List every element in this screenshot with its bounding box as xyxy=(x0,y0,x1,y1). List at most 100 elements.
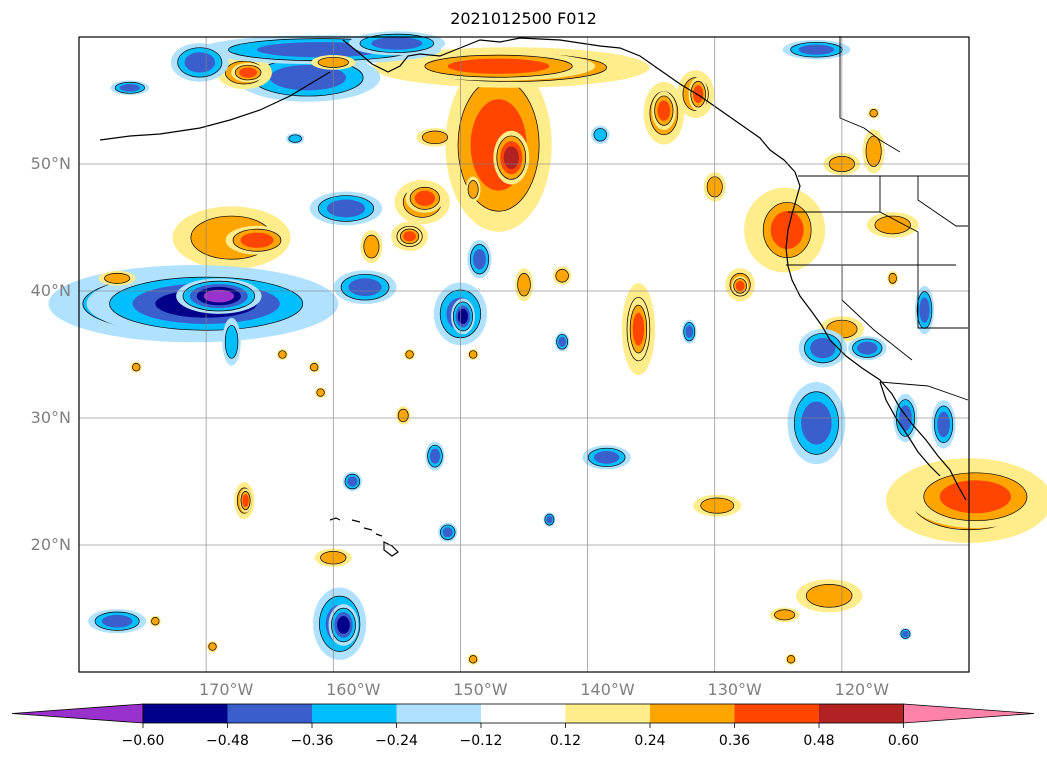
contour-fill xyxy=(902,630,909,638)
contour-fill xyxy=(869,109,878,118)
anomaly-blob xyxy=(693,494,742,517)
anomaly-blob xyxy=(493,130,530,185)
contour-fill xyxy=(774,609,796,621)
anomaly-blob xyxy=(847,336,887,361)
lon-label: 170°W xyxy=(198,680,254,699)
contour-fill xyxy=(405,350,414,359)
anomaly-blob xyxy=(931,400,956,449)
colorbar-segment xyxy=(396,704,482,723)
contour-fill xyxy=(203,289,235,303)
contour-fill xyxy=(316,388,325,397)
anomaly-blob xyxy=(682,319,697,344)
contour-fill xyxy=(101,614,133,628)
anomaly-blob xyxy=(231,62,266,83)
anomaly-blob xyxy=(328,604,359,646)
coastlines xyxy=(99,37,967,557)
anomaly-blob xyxy=(554,332,570,352)
anomaly-blob xyxy=(342,471,363,492)
contour-fill xyxy=(857,341,878,355)
border-mt xyxy=(917,176,968,227)
contour-fill xyxy=(151,617,160,626)
contour-fill xyxy=(224,324,239,359)
contour-fill xyxy=(888,272,897,284)
border-us-mexico xyxy=(879,381,969,401)
anomaly-blob xyxy=(416,128,454,147)
contour-fill xyxy=(473,249,486,270)
anomaly-blob xyxy=(348,31,446,56)
contour-fill xyxy=(786,655,796,664)
anomaly-blob xyxy=(309,191,383,226)
colorbar-tick-label: 0.24 xyxy=(634,733,666,749)
colorbar-tick-label: 0.48 xyxy=(803,733,835,749)
contour-fill xyxy=(735,280,745,292)
contour-fill xyxy=(371,37,423,50)
contour-fill xyxy=(632,312,645,346)
contour-fill xyxy=(414,190,436,206)
contour-fill xyxy=(468,655,478,664)
contour-fill xyxy=(874,215,911,235)
lon-label: 120°W xyxy=(834,680,890,699)
anomaly-blob xyxy=(514,268,534,302)
anomaly-blob xyxy=(285,133,305,145)
contour-fill xyxy=(269,64,346,91)
anomaly-blob xyxy=(405,183,445,213)
contour-fill xyxy=(363,234,380,259)
anomaly-blob xyxy=(899,627,912,640)
contour-fill xyxy=(770,210,804,250)
anomaly-blob xyxy=(465,176,481,203)
contour-fill xyxy=(939,480,1011,514)
anomaly-blob xyxy=(401,51,596,81)
colorbar-outline xyxy=(142,703,904,724)
colorbar-tick-label: −0.48 xyxy=(206,733,249,749)
lat-label: 40°N xyxy=(30,281,71,300)
colorbar-tick-label: 0.12 xyxy=(549,733,582,749)
contour-fill xyxy=(865,135,882,167)
contour-fill xyxy=(119,83,141,92)
contour-fill xyxy=(397,408,409,423)
anomaly-blob xyxy=(688,77,708,112)
contour-fill xyxy=(104,272,131,284)
contour-fill xyxy=(239,67,257,78)
contour-fill xyxy=(457,308,469,325)
contour-fill xyxy=(593,451,620,464)
anomaly-blob xyxy=(591,125,610,144)
contour-fill xyxy=(685,325,694,338)
anomaly-blob xyxy=(769,607,800,623)
contour-fill xyxy=(403,231,416,242)
anomaly-blob xyxy=(798,328,847,368)
colorbar-tick-label: −0.12 xyxy=(459,733,503,749)
contour-fill xyxy=(278,350,287,359)
contour-fill xyxy=(546,515,553,524)
anomaly-blob xyxy=(308,361,320,373)
coastline-hawaii xyxy=(329,517,399,557)
anomaly-blob xyxy=(276,348,288,361)
lon-label: 150°W xyxy=(453,680,508,699)
lat-label: 30°N xyxy=(30,408,71,427)
colorbar-segment xyxy=(143,704,228,723)
contour-fill xyxy=(240,232,274,248)
contour-fill xyxy=(347,476,358,487)
contour-fill xyxy=(184,52,216,73)
anomaly-blob xyxy=(582,445,631,470)
colorbar-segment xyxy=(312,704,397,723)
colorbar-tick-label: −0.60 xyxy=(121,733,165,749)
colorbar-segment xyxy=(481,704,566,723)
anomaly-blob xyxy=(222,317,241,366)
anomaly-blob xyxy=(782,40,851,60)
anomaly-blob xyxy=(467,239,492,279)
anomaly-blob xyxy=(130,361,142,373)
contour-fill xyxy=(801,401,832,445)
colorbar-tick-label: 0.36 xyxy=(718,733,751,749)
colorbar-segment xyxy=(819,704,904,723)
contour-fill xyxy=(132,363,141,372)
anomaly-blob xyxy=(914,285,935,335)
anomaly-blob xyxy=(149,615,161,627)
contour-fill xyxy=(700,497,735,514)
contour-fill xyxy=(468,350,478,359)
contour-fill xyxy=(242,494,249,507)
map-title: 2021012500 F012 xyxy=(450,9,597,28)
anomaly-blob xyxy=(627,297,650,361)
coastline-aleutians xyxy=(99,71,331,141)
contour-fill xyxy=(208,642,217,651)
